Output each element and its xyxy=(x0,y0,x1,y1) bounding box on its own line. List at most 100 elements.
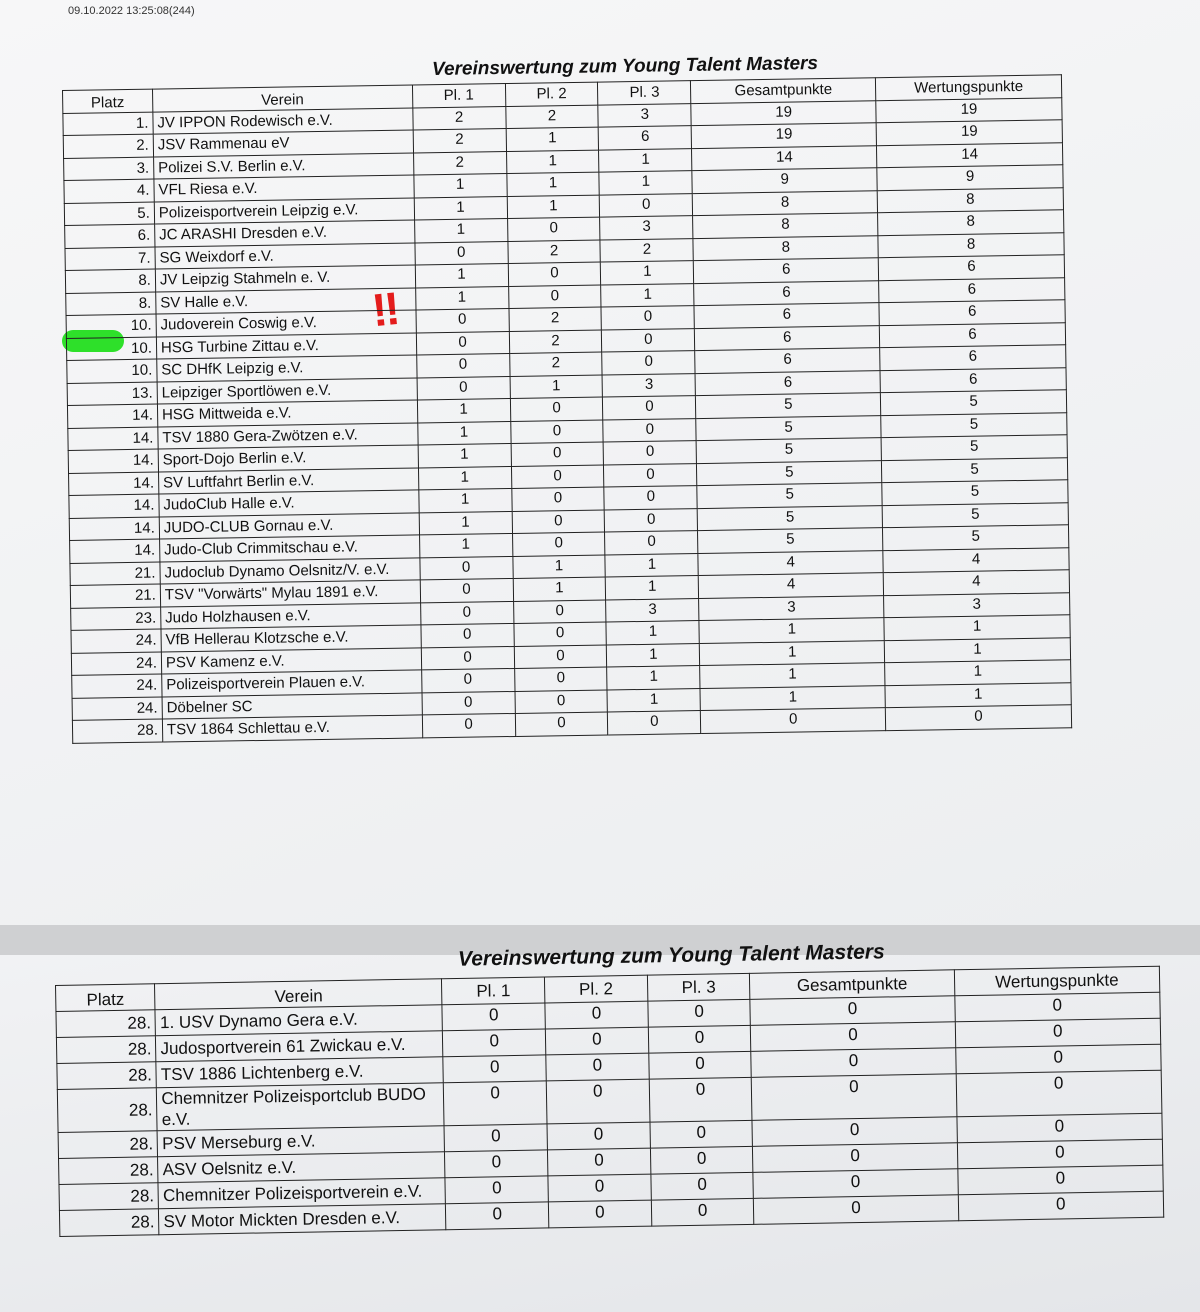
number-cell: 6 xyxy=(694,325,880,351)
number-cell: 0 xyxy=(750,995,955,1026)
number-cell: 0 xyxy=(753,1194,959,1225)
number-cell: 0 xyxy=(547,1122,651,1150)
number-cell: 1 xyxy=(605,553,699,578)
number-cell: 5 xyxy=(697,527,884,554)
column-header: Wertungspunkte xyxy=(954,966,1160,996)
number-cell: 3 xyxy=(598,103,692,128)
rank-cell: 23. xyxy=(70,606,161,631)
number-cell: 0 xyxy=(442,1028,546,1057)
number-cell: 5 xyxy=(695,392,881,419)
number-cell: 0 xyxy=(512,532,606,556)
column-header: Pl. 1 xyxy=(412,83,506,108)
number-cell: 0 xyxy=(511,464,605,489)
number-cell: 0 xyxy=(603,440,697,465)
results-table: Platz Verein Pl. 1 Pl. 2 Pl. 3 Gesamtpunkte We… xyxy=(62,74,1072,743)
column-header: Pl. 2 xyxy=(505,82,599,107)
number-cell: 0 xyxy=(885,704,1072,731)
number-cell: 1 xyxy=(505,127,599,152)
number-cell: 0 xyxy=(513,622,607,646)
number-cell: 0 xyxy=(647,999,751,1028)
number-cell: 0 xyxy=(545,1053,649,1081)
rank-cell: 10. xyxy=(66,359,157,383)
number-cell: 1 xyxy=(512,554,606,579)
number-cell: 0 xyxy=(443,1080,548,1126)
number-cell: 6 xyxy=(880,367,1067,393)
number-cell: 2 xyxy=(509,352,603,377)
rank-cell: 10. xyxy=(66,336,157,361)
number-cell: 0 xyxy=(753,1168,958,1199)
number-cell: 0 xyxy=(507,217,601,242)
number-cell: 5 xyxy=(696,460,882,486)
number-cell: 0 xyxy=(416,353,510,378)
number-cell: 8 xyxy=(877,187,1064,213)
number-cell: 0 xyxy=(415,331,510,355)
club-cell: SV Motor Mickten Dresden e.V. xyxy=(158,1203,447,1235)
number-cell: 0 xyxy=(510,442,604,466)
rank-cell: 6. xyxy=(64,224,155,248)
number-cell: 1 xyxy=(414,263,509,288)
number-cell: 0 xyxy=(955,1044,1162,1074)
rank-cell: 28. xyxy=(58,1156,159,1185)
number-cell: 0 xyxy=(421,690,515,715)
number-cell: 19 xyxy=(876,119,1063,146)
rank-cell: 24. xyxy=(71,651,162,676)
number-cell: 0 xyxy=(648,1051,752,1080)
number-cell: 6 xyxy=(695,347,881,374)
number-cell: 0 xyxy=(443,1054,547,1083)
number-cell: 0 xyxy=(956,1113,1163,1143)
number-cell: 2 xyxy=(508,329,603,354)
number-cell: 14 xyxy=(876,142,1063,168)
rank-cell: 1. xyxy=(62,111,154,136)
rank-cell: 2. xyxy=(63,134,154,158)
number-cell: 0 xyxy=(416,376,510,400)
number-cell: 0 xyxy=(511,509,605,534)
number-cell: 1 xyxy=(607,665,701,690)
number-cell: 0 xyxy=(514,689,608,714)
number-cell: 0 xyxy=(957,1165,1164,1195)
number-cell: 0 xyxy=(651,1198,755,1227)
number-cell: 1 xyxy=(598,148,693,173)
number-cell: 0 xyxy=(545,1027,649,1055)
number-cell: 0 xyxy=(650,1146,754,1175)
rank-cell: 10. xyxy=(66,314,157,338)
number-cell: 4 xyxy=(883,547,1070,573)
number-cell: 0 xyxy=(442,1002,546,1031)
number-cell: 0 xyxy=(752,1116,958,1147)
number-cell: 3 xyxy=(600,215,694,240)
number-cell: 0 xyxy=(751,1073,957,1121)
number-cell: 2 xyxy=(508,307,602,332)
number-cell: 19 xyxy=(691,100,877,126)
rank-cell: 3. xyxy=(63,156,154,181)
number-cell: 0 xyxy=(513,644,608,669)
rank-cell: 28. xyxy=(58,1130,158,1159)
number-cell: 4 xyxy=(883,569,1070,596)
number-cell: 2 xyxy=(507,239,601,264)
number-cell: 2 xyxy=(413,151,507,175)
column-header: Pl. 1 xyxy=(441,976,545,1005)
rank-cell: 28. xyxy=(57,1087,158,1133)
number-cell: 0 xyxy=(751,1047,956,1078)
number-cell: 8 xyxy=(692,190,878,216)
number-cell: 2 xyxy=(412,128,507,153)
number-cell: 8 xyxy=(692,212,879,239)
number-cell: 1 xyxy=(884,614,1071,641)
number-cell: 0 xyxy=(650,1172,754,1201)
number-cell: 0 xyxy=(511,487,605,511)
number-cell: 1 xyxy=(413,173,507,198)
rank-cell: 28. xyxy=(59,1208,160,1237)
number-cell: 14 xyxy=(691,145,877,171)
number-cell: 0 xyxy=(601,328,696,353)
number-cell: 5 xyxy=(880,389,1067,416)
column-header: Platz xyxy=(62,89,153,113)
rank-cell: 13. xyxy=(67,381,158,406)
number-cell: 0 xyxy=(955,1070,1162,1117)
number-cell: 1 xyxy=(601,283,695,308)
column-header: Gesamtpunkte xyxy=(690,77,876,104)
number-cell: 0 xyxy=(603,418,697,443)
number-cell: 1 xyxy=(418,488,512,513)
number-cell: 0 xyxy=(604,485,698,510)
number-cell: 0 xyxy=(954,1018,1161,1048)
number-cell: 0 xyxy=(445,1201,549,1230)
number-cell: 0 xyxy=(420,645,515,670)
table-title: Vereinswertung zum Young Talent Masters xyxy=(431,52,819,81)
